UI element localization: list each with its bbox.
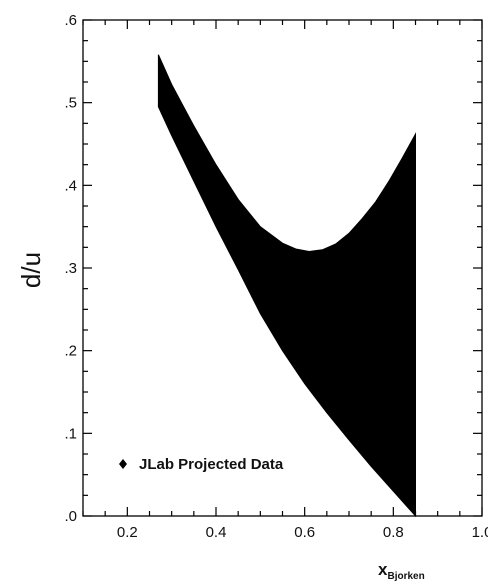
y-tick-label-1: .1 [64, 425, 77, 442]
x-axis-title: xBjorken [378, 560, 425, 582]
legend-label: JLab Projected Data [139, 456, 284, 473]
data-layer [157, 54, 416, 518]
y-tick-label-0: .0 [64, 508, 77, 525]
y-tick-label-6: .6 [64, 12, 77, 29]
x-tick-label-0: 0.2 [117, 524, 138, 541]
x-axis-title-main: x [378, 560, 388, 579]
y-tick-label-2: .2 [64, 343, 77, 360]
y-tick-label-5: .5 [64, 95, 77, 112]
ticks-layer [82, 19, 483, 517]
labels-layer: 0.2 0.4 0.6 0.8 1.0 .0 .1 .2 .3 .4 .5 .6 [64, 12, 488, 541]
y-tick-label-3: .3 [64, 260, 77, 277]
legend-marker-diamond [119, 459, 127, 469]
x-axis-title-subscript: Bjorken [387, 571, 424, 582]
data-band-0 [157, 54, 416, 518]
x-tick-label-3: 0.8 [383, 524, 404, 541]
legend: JLab Projected Data [119, 456, 284, 473]
y-tick-label-4: .4 [64, 177, 77, 194]
x-tick-label-2: 0.6 [294, 524, 315, 541]
x-tick-label-1: 0.4 [206, 524, 227, 541]
x-tick-label-4: 1.0 [472, 524, 488, 541]
y-axis-title: d/u [16, 252, 46, 288]
